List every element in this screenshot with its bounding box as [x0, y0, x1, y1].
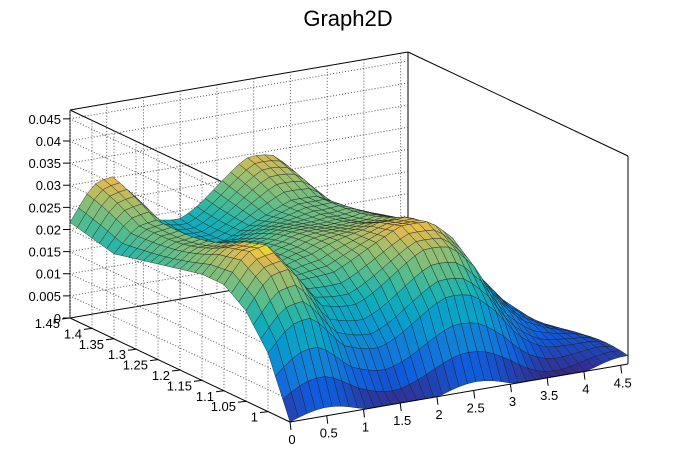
- y-tick-label: 1.35: [79, 337, 104, 352]
- grid-z-back: [69, 104, 409, 164]
- y-tick-label: 1.45: [35, 316, 60, 331]
- z-tick-label: 0.045: [28, 112, 61, 127]
- y-tick-label: 1.15: [167, 378, 192, 393]
- back-top-edge: [69, 51, 409, 111]
- x-tick-label: 1.5: [393, 413, 411, 428]
- z-tick-label: 0.02: [36, 222, 61, 237]
- y-tick-label: 1.1: [196, 389, 214, 404]
- x-tick-label: 1: [362, 419, 369, 434]
- y-tick-mark: [215, 390, 225, 393]
- y-tick-label: 1.4: [64, 326, 82, 341]
- z-tick-label: 0.01: [36, 267, 61, 282]
- z-tick-label: 0.035: [28, 156, 61, 171]
- x-tick-mark: [620, 365, 623, 374]
- z-tick-label: 0: [54, 311, 61, 326]
- x-tick-mark: [362, 409, 365, 418]
- z-tick-label: 0.04: [36, 134, 61, 149]
- x-tick-mark: [436, 396, 439, 405]
- x-tick-label: 4: [582, 382, 589, 397]
- x-tick-label: 2: [435, 407, 442, 422]
- front-x-axis: [289, 363, 629, 423]
- x-tick-label: 0.5: [320, 426, 338, 441]
- axis-ticks: 0 0.5 1 1.5 2 2.5 3 3.5 4 4.511.051.11.151.21.251…: [28, 112, 631, 447]
- chart-title: Graph2D: [303, 6, 392, 31]
- x-tick-label: 4.5: [614, 375, 632, 390]
- y-tick-label: 1: [251, 410, 258, 425]
- x-tick-mark: [546, 377, 549, 386]
- y-tick-mark: [193, 379, 203, 382]
- grid-z-back: [69, 82, 409, 142]
- y-tick-mark: [105, 338, 115, 341]
- y-tick-mark: [149, 359, 159, 362]
- y-tick-label: 1.2: [152, 368, 170, 383]
- z-tick-label: 0.025: [28, 200, 61, 215]
- surface-plot: [69, 154, 629, 423]
- x-tick-mark: [509, 384, 512, 393]
- z-tick-label: 0.03: [36, 178, 61, 193]
- grid-z-back: [69, 60, 409, 120]
- y-tick-label: 1.3: [108, 347, 126, 362]
- x-tick-label: 0: [288, 432, 295, 447]
- surface-cell: [282, 391, 299, 423]
- x-tick-mark: [399, 403, 402, 412]
- x-tick-label: 3: [509, 394, 516, 409]
- z-tick-label: 0.015: [28, 245, 61, 260]
- y-tick-mark: [127, 348, 137, 351]
- y-tick-mark: [171, 369, 181, 372]
- y-tick-label: 1.05: [211, 399, 236, 414]
- x-tick-mark: [583, 371, 586, 380]
- right-top-edge: [407, 51, 629, 157]
- y-tick-mark: [237, 400, 247, 403]
- x-tick-mark: [326, 415, 329, 424]
- y-tick-label: 1.25: [123, 358, 148, 373]
- x-tick-label: 3.5: [540, 388, 558, 403]
- z-tick-label: 0.005: [28, 289, 61, 304]
- y-tick-mark: [259, 411, 269, 414]
- grid-z-back: [69, 126, 409, 186]
- x-tick-mark: [289, 421, 292, 431]
- x-tick-mark: [473, 390, 476, 399]
- x-tick-label: 2.5: [467, 400, 485, 415]
- y-tick-mark: [83, 327, 93, 330]
